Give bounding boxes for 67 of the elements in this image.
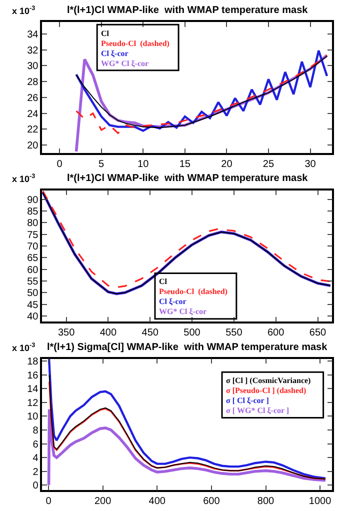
x-tick-label: 1000: [308, 496, 332, 507]
y-tick-label: 20: [27, 140, 39, 152]
y-tick-label: 4: [32, 453, 39, 464]
y-tick-label: 75: [27, 230, 39, 241]
y-tick-label: 32: [27, 45, 39, 56]
text: σ [ WG* Cl ξ-cor ]: [226, 406, 290, 415]
y-tick-label: 60: [27, 264, 39, 276]
y-tick-label: 80: [27, 218, 39, 230]
y-tick-label: 26: [27, 92, 39, 104]
y-tick-label: 34: [27, 29, 39, 40]
y-tick-label: 16: [27, 370, 39, 382]
x-tick-label: 5: [98, 158, 105, 170]
y-axis-title: x 10$^{-3}$: [12, 342, 36, 353]
x-tick-label: 0: [46, 496, 52, 507]
chart-title: l*(l+1) Sigma[Cl] WMAP-like with WMAP temperature mask: [47, 342, 328, 353]
y-tick-label: 45: [27, 300, 39, 311]
x-tick-label: 400: [148, 496, 166, 507]
y-axis-title: x 10$^{-3}$: [12, 5, 36, 16]
x-tick-label: 10: [138, 158, 150, 170]
y-tick-label: 24: [27, 108, 39, 120]
x-tick-label: 20: [221, 158, 233, 170]
x-tick-label: 200: [94, 496, 112, 507]
series-label: Cl: [159, 277, 168, 286]
x-tick-label: 15: [179, 158, 191, 170]
y-tick-label: 65: [27, 253, 39, 264]
text: Cl ξ-cor: [101, 49, 129, 58]
y-tick-label: 70: [27, 241, 39, 252]
x-tick-label: 550: [226, 327, 243, 338]
chart-title: l*(l+1)Cl WMAP-like with WMAP temperature mask: [67, 5, 308, 16]
y-axis-title: x 10$^{-3}$: [12, 173, 36, 184]
text: Pseudo-Cl (dashed): [101, 39, 170, 48]
y-tick-label: 12: [27, 398, 39, 409]
x-tick-label: 0: [56, 158, 63, 170]
y-tick-label: 10: [27, 412, 39, 423]
y-tick-label: 90: [27, 194, 39, 206]
y-tick-label: 50: [27, 288, 39, 300]
text: Pseudo-Cl (dashed): [159, 287, 228, 296]
text: σ [Cl ] (CosmicVariance): [226, 376, 312, 385]
text: Cl: [101, 29, 110, 38]
y-tick-label: 14: [27, 384, 39, 396]
text: σ [ Cl ξ-cor ]: [226, 396, 270, 405]
text: WG* Cl ξ-cor: [159, 307, 208, 316]
x-tick-label: 600: [267, 327, 285, 338]
x-tick-label: 25: [262, 158, 274, 170]
series-label: WG* Cl ξ-cor: [101, 59, 150, 68]
x-tick-label: 500: [184, 327, 201, 338]
x-tick-label: 30: [304, 158, 316, 170]
y-tick-label: 28: [27, 77, 39, 88]
x-tick-label: 350: [58, 327, 76, 338]
y-tick-label: 2: [32, 466, 39, 478]
text: Cl ξ-cor: [159, 297, 187, 306]
x-tick-label: 650: [309, 327, 327, 338]
x-tick-label: 800: [257, 496, 275, 507]
x-tick-label: 450: [142, 327, 159, 338]
y-tick-label: 0: [32, 480, 39, 492]
x-tick-label: 400: [100, 327, 117, 338]
y-tick-label: 18: [27, 356, 39, 368]
y-tick-label: 55: [27, 276, 39, 288]
y-tick-label: 85: [27, 206, 39, 218]
y-tick-label: 40: [27, 311, 39, 322]
x-tick-label: 600: [203, 496, 220, 507]
chart-title: l*(l+1)Cl WMAP-like with WMAP temperature mask: [67, 173, 308, 184]
text: σ [Pseudo-Cl ] (dashed): [226, 386, 306, 395]
y-tick-label: 22: [27, 124, 39, 136]
y-tick-label: 8: [32, 426, 39, 436]
y-tick-label: 6: [32, 439, 39, 450]
y-tick-label: 30: [27, 61, 39, 72]
